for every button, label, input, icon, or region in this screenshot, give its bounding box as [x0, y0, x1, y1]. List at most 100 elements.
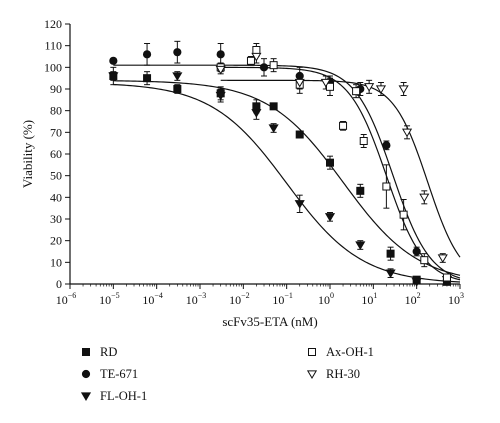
x-tick-label: 10−1	[272, 291, 293, 307]
point-te-671	[259, 63, 269, 72]
point-fl-oh-1	[385, 269, 396, 279]
point-rh-30	[364, 83, 375, 92]
point-rh-30	[251, 52, 262, 62]
legend-item-te-671: TE-671	[81, 367, 138, 381]
y-tick-label: 90	[50, 82, 62, 96]
x-tick-base: 10	[318, 293, 330, 307]
point-ax-oh-1	[352, 87, 361, 96]
legend-marker-rd	[82, 348, 90, 356]
legend-marker-ax-oh-1	[308, 348, 316, 356]
x-tick-base: 10	[405, 293, 417, 307]
y-tick-label: 30	[50, 212, 62, 226]
point-rh-30	[320, 78, 331, 88]
point-rd	[386, 249, 395, 258]
legend-label-fl-oh-1: FL-OH-1	[100, 389, 147, 403]
y-tick-label: 110	[44, 39, 62, 53]
point-fl-oh-1	[172, 72, 183, 81]
x-tick-label: 100	[318, 291, 334, 307]
point-te-671	[295, 71, 304, 81]
x-tick-label: 10−2	[229, 291, 250, 307]
point-te-671	[382, 141, 391, 150]
point-ax-oh-1	[252, 46, 261, 54]
x-tick-label: 102	[405, 291, 421, 307]
x-tick-exponent: −2	[241, 291, 250, 300]
data-points	[108, 46, 453, 287]
y-tick-label: 40	[50, 190, 62, 204]
y-tick-label: 120	[44, 17, 62, 31]
x-tick-exponent: −1	[284, 291, 293, 300]
x-tick-label: 10−4	[142, 291, 163, 307]
point-ax-oh-1	[326, 82, 334, 91]
point-ax-oh-1	[399, 210, 408, 219]
point-fl-oh-1	[294, 200, 305, 209]
x-tick-label: 10−3	[186, 291, 207, 307]
point-rh-30	[437, 254, 448, 263]
x-tick-label: 103	[448, 291, 464, 307]
y-tick-label: 20	[50, 234, 62, 248]
x-tick-exponent: 0	[330, 291, 334, 300]
point-te-671	[109, 56, 118, 65]
fit-curve-fl-oh-1	[113, 83, 461, 283]
x-tick-base: 10	[229, 293, 241, 307]
point-fl-oh-1	[268, 124, 279, 133]
point-rh-30	[215, 65, 226, 75]
x-tick-exponent: 3	[460, 291, 464, 300]
point-rd	[326, 158, 334, 167]
point-rd	[173, 85, 182, 93]
point-rd	[269, 102, 278, 111]
legend-item-ax-oh-1: Ax-OH-1	[308, 345, 374, 359]
x-axis-title: scFv35-ETA (nM)	[222, 314, 317, 329]
y-tick-label: 0	[56, 277, 62, 291]
point-rh-30	[294, 78, 305, 88]
axes	[69, 24, 460, 285]
fit-curve-rd	[113, 80, 461, 276]
legend-label-rd: RD	[100, 345, 117, 359]
legend-label-te-671: TE-671	[100, 367, 138, 381]
fit-curve-te-671	[113, 64, 461, 279]
legend-label-ax-oh-1: Ax-OH-1	[326, 345, 374, 359]
point-ax-oh-1	[420, 256, 429, 265]
point-te-671	[412, 247, 421, 256]
error-bars	[110, 40, 450, 285]
x-tick-exponent: −4	[154, 291, 163, 300]
x-tick-label: 10−6	[56, 291, 77, 307]
point-rh-30	[419, 193, 430, 203]
point-fl-oh-1	[411, 278, 422, 287]
x-tick-base: 10	[272, 293, 284, 307]
x-tick-exponent: −3	[198, 291, 207, 300]
legend: RD TE-671 FL-OH-1 Ax-OH-1 RH-30	[80, 345, 374, 403]
y-tick-label: 70	[50, 125, 62, 139]
legend-item-fl-oh-1: FL-OH-1	[80, 389, 147, 403]
x-tick-exponent: 2	[417, 291, 421, 300]
legend-marker-fl-oh-1	[80, 392, 92, 401]
x-tick-base: 10	[186, 293, 198, 307]
point-fl-oh-1	[355, 241, 366, 250]
point-ax-oh-1	[359, 137, 368, 145]
fit-curve-rh-30	[220, 79, 461, 258]
point-te-671	[216, 50, 225, 59]
point-rd	[143, 74, 152, 83]
point-fl-oh-1	[324, 213, 336, 222]
y-tick-label: 10	[50, 255, 62, 269]
x-tick-base: 10	[361, 293, 373, 307]
point-ax-oh-1	[246, 56, 255, 65]
x-tick-label: 101	[361, 291, 377, 307]
legend-item-rh-30: RH-30	[306, 367, 360, 381]
x-tick-exponent: −5	[111, 291, 120, 300]
x-tick-exponent: −6	[68, 291, 77, 300]
point-ax-oh-1	[269, 61, 278, 70]
legend-marker-te-671	[81, 369, 91, 379]
legend-item-rd: RD	[82, 345, 117, 359]
point-te-671	[142, 50, 152, 59]
point-fl-oh-1	[215, 91, 226, 101]
x-tick-base: 10	[142, 293, 154, 307]
point-rd	[252, 102, 261, 111]
legend-label-rh-30: RH-30	[326, 367, 360, 381]
x-tick-base: 10	[56, 293, 68, 307]
point-te-671	[173, 48, 182, 57]
fit-curves	[113, 64, 461, 283]
point-fl-oh-1	[108, 72, 119, 81]
y-tick-label: 80	[50, 104, 62, 118]
x-tick-label: 10−5	[99, 291, 120, 307]
